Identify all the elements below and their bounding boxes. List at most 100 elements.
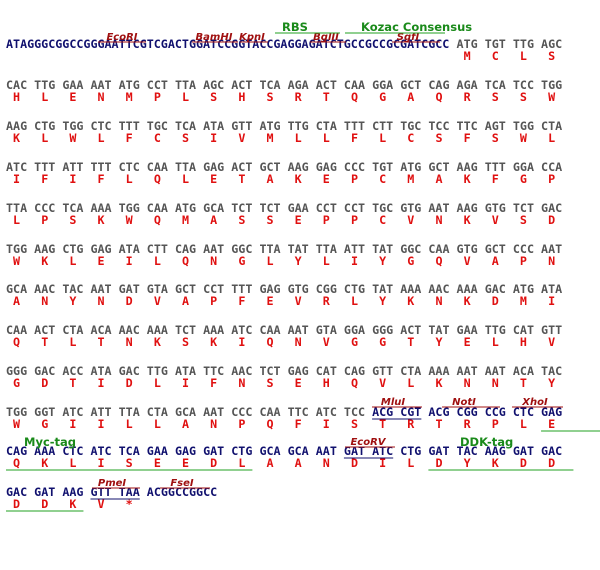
amino-acid: S [351, 417, 358, 431]
amino-acid: L [266, 254, 273, 268]
amino-acid: M [520, 294, 527, 308]
amino-acid: P [41, 213, 48, 227]
amino-acid: D [435, 456, 442, 470]
amino-acid: W [126, 213, 134, 227]
codon: AAT [203, 242, 224, 256]
amino-acid: T [435, 417, 442, 431]
amino-acid: T [69, 376, 76, 390]
amino-acid: K [41, 456, 48, 470]
amino-acid: P [492, 417, 499, 431]
codon: CTC [62, 444, 83, 458]
codon: TTC [457, 119, 478, 133]
amino-acid: Q [13, 335, 20, 349]
codon: GAG [203, 160, 224, 174]
amino-acid: A [13, 294, 20, 308]
codon: CCT [147, 78, 168, 92]
codon: ATG [513, 282, 534, 296]
amino-acid: A [266, 456, 273, 470]
amino-acid: D [13, 497, 20, 511]
amino-acid: H [323, 376, 330, 390]
codon: CCG [485, 405, 506, 419]
codon: GCT [400, 78, 421, 92]
codon: TCA [119, 444, 140, 458]
codon: TTA [259, 242, 280, 256]
restriction-site: EcoRI [106, 32, 137, 43]
amino-acid: L [13, 213, 20, 227]
amino-acid: I [98, 417, 105, 431]
restriction-site: NotI [452, 397, 476, 408]
codon: GTA [316, 323, 337, 337]
codon: CAG [428, 78, 449, 92]
codon: CTA [541, 119, 562, 133]
amino-acid: D [126, 294, 133, 308]
amino-acid: E [464, 335, 471, 349]
amino-acid: F [351, 131, 358, 145]
amino-acid: G [379, 90, 386, 104]
feature-label: Myc-tag [24, 435, 76, 449]
amino-acid: K [464, 294, 471, 308]
codon: TCA [62, 201, 83, 215]
amino-acid: N [435, 213, 442, 227]
codon: GAC [119, 364, 140, 378]
amino-acid: E [548, 417, 555, 431]
amino-acid: K [407, 294, 414, 308]
codon: CAG [6, 444, 27, 458]
amino-acid: N [98, 90, 105, 104]
codon: ACG [372, 405, 393, 419]
codon: TCC [344, 405, 365, 419]
codon: AAG [457, 201, 478, 215]
codon: GAA [147, 444, 168, 458]
amino-acid: K [154, 335, 161, 349]
amino-acid: V [323, 335, 330, 349]
amino-acid: T [520, 376, 527, 390]
amino-acid: I [126, 254, 133, 268]
codon: AAG [288, 160, 309, 174]
codon: AAT [288, 323, 309, 337]
codon: TAC [541, 364, 562, 378]
amino-acid: G [351, 335, 358, 349]
codon: TGG [6, 242, 27, 256]
codon: TCA [175, 119, 196, 133]
amino-acid: E [210, 172, 217, 186]
codon: CCC [231, 405, 252, 419]
amino-acid: L [295, 131, 302, 145]
codon: TTG [147, 364, 168, 378]
amino-acid: W [13, 254, 21, 268]
amino-acid: S [238, 213, 245, 227]
amino-acid: L [98, 131, 105, 145]
codon: TCT [231, 201, 252, 215]
amino-acid: I [182, 376, 189, 390]
amino-acid: C [154, 131, 161, 145]
codon: GGA [344, 323, 365, 337]
amino-acid: S [266, 376, 273, 390]
amino-acid: C [379, 213, 386, 227]
amino-acid: M [464, 49, 471, 63]
amino-acid: L [69, 335, 76, 349]
amino-acid: Q [154, 172, 161, 186]
amino-acid: I [98, 456, 105, 470]
amino-acid: L [126, 172, 133, 186]
codon: AAC [119, 323, 140, 337]
codon: CGG [457, 405, 478, 419]
codon: TTT [485, 160, 506, 174]
codon: TTG [485, 323, 506, 337]
amino-acid: R [295, 90, 303, 104]
amino-acid: G [407, 254, 414, 268]
amino-acid: N [210, 254, 217, 268]
codon: ACT [400, 323, 421, 337]
amino-acid: V [154, 294, 161, 308]
codon: AAA [34, 444, 55, 458]
codon: ATG [259, 119, 280, 133]
amino-acid: D [126, 376, 133, 390]
amino-acid: R [323, 294, 331, 308]
amino-acid: K [464, 172, 471, 186]
codon: CCT [203, 282, 224, 296]
amino-acid: H [520, 335, 527, 349]
codon: TTC [288, 405, 309, 419]
codon: ACT [316, 78, 337, 92]
amino-acid: L [41, 131, 48, 145]
codon: GGC [400, 242, 421, 256]
codon: GCA [259, 444, 280, 458]
codon: ATC [6, 160, 27, 174]
